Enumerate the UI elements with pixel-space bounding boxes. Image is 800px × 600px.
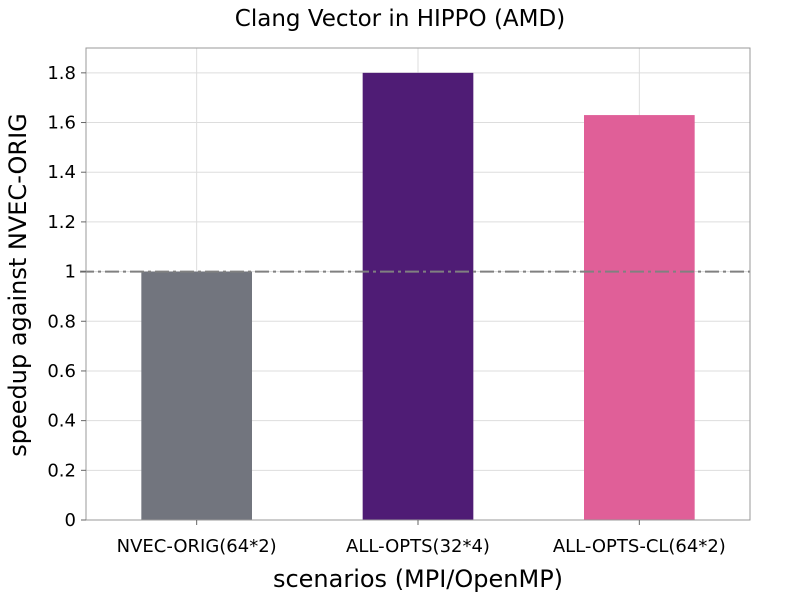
y-tick-label: 1 [65, 262, 76, 283]
y-tick-label: 1.2 [47, 212, 76, 233]
bar [362, 72, 474, 520]
x-tick-label: NVEC-ORIG(64*2) [117, 536, 277, 557]
chart-title: Clang Vector in HIPPO (AMD) [235, 6, 565, 32]
y-tick-label: 1.8 [47, 63, 76, 84]
y-axis-title: speedup against NVEC-ORIG [4, 113, 32, 457]
x-tick-label: ALL-OPTS(32*4) [346, 536, 490, 557]
x-axis-title: scenarios (MPI/OpenMP) [273, 565, 563, 593]
y-tick-label: 0.4 [47, 411, 76, 432]
y-tick-label: 0.2 [47, 460, 76, 481]
y-tick-label: 1.4 [47, 162, 76, 183]
bars [141, 72, 695, 521]
y-tick-label: 0.8 [47, 311, 76, 332]
bar [141, 271, 252, 520]
y-tick-label: 0 [65, 510, 76, 531]
bar [584, 115, 695, 521]
x-axis-ticks: NVEC-ORIG(64*2) ALL-OPTS(32*4) ALL-OPTS-CL… [117, 520, 726, 557]
x-tick-label: ALL-OPTS-CL(64*2) [553, 536, 726, 557]
y-tick-label: 0.6 [47, 361, 76, 382]
y-axis-ticks: 0 0.2 0.4 0.6 0.8 1 1.2 1.4 1.6 1.8 [47, 63, 86, 531]
y-tick-label: 1.6 [47, 113, 76, 134]
